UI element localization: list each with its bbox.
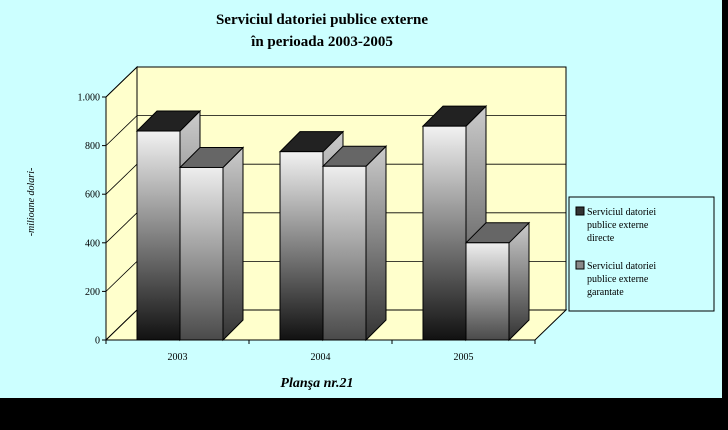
chart-caption: Planşa nr.21: [280, 376, 353, 391]
bar: [321, 145, 388, 342]
y-axis: 0 200 400 600 800 1.000: [78, 93, 107, 347]
bar: [178, 146, 245, 342]
y-tick-label: 800: [85, 141, 100, 152]
chart-title-line-1: Serviciul datoriei publice externe: [216, 12, 428, 28]
legend-label: Serviciul datoriei publice externe directe: [587, 207, 656, 244]
bar-front: [422, 125, 467, 341]
gridline: [105, 66, 566, 98]
y-tick-label: 400: [85, 238, 100, 249]
bar-front: [136, 130, 181, 341]
legend-label-line: Serviciul datoriei: [587, 207, 656, 218]
bar-front: [279, 151, 324, 341]
bar-front: [322, 165, 367, 341]
legend-label: Serviciul datoriei publice externe garanta…: [587, 261, 656, 298]
legend-label-line: publice externe: [587, 220, 649, 231]
bar-front: [179, 166, 224, 341]
y-axis-title: -milioane dolari-: [26, 168, 37, 237]
legend-label-line: Serviciul datoriei: [587, 261, 656, 272]
legend-swatch: [575, 206, 585, 216]
gridline: [105, 115, 566, 146]
y-tick-label: 200: [85, 287, 100, 298]
y-tick-label: 0: [95, 336, 100, 347]
legend-box: [568, 196, 715, 312]
x-tick-label: 2005: [454, 352, 474, 363]
y-tick-label: 600: [85, 190, 100, 201]
legend-label-line: directe: [587, 233, 615, 244]
x-tick-label: 2004: [311, 352, 331, 363]
legend-label-line: publice externe: [587, 274, 649, 285]
y-tick-label: 1.000: [78, 93, 101, 104]
x-tick-label: 2003: [168, 352, 188, 363]
legend-swatch: [575, 260, 585, 270]
legend-label-line: garantate: [587, 287, 624, 298]
bar-front: [465, 242, 510, 341]
bars: [135, 104, 531, 342]
bar-side: [222, 146, 244, 342]
bar: [464, 221, 531, 342]
chart-title-line-2: în perioada 2003-2005: [250, 34, 393, 50]
side-wall: [105, 65, 138, 342]
legend: Serviciul datoriei publice externe directe…: [568, 196, 715, 312]
bar-side: [365, 145, 387, 342]
